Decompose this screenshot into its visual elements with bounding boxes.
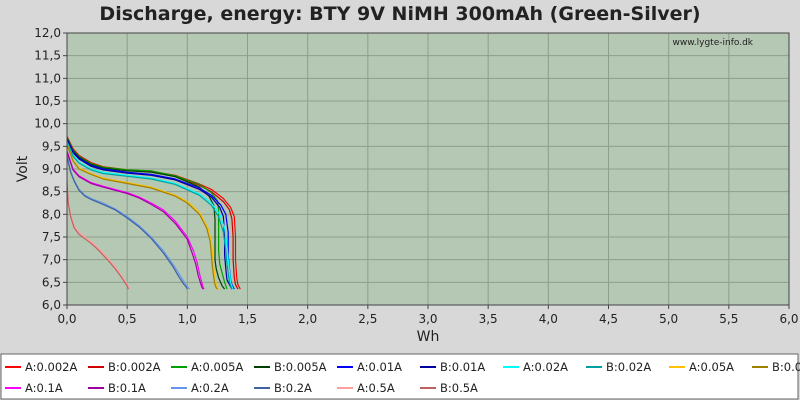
x-tick-label: 6,0 <box>779 312 798 326</box>
y-tick-label: 9,0 <box>42 162 61 176</box>
x-tick-label: 3,0 <box>418 312 437 326</box>
x-axis-label: Wh <box>417 329 440 345</box>
x-tick-label: 5,5 <box>719 312 738 326</box>
x-tick-label: 2,5 <box>358 312 377 326</box>
y-tick-label: 10,5 <box>34 94 61 108</box>
legend-label: A:0.05A <box>689 360 734 374</box>
legend-label: B:0.02A <box>606 360 651 374</box>
y-tick-label: 12,0 <box>34 26 61 40</box>
series-line <box>66 180 129 290</box>
x-tick-label: 5,0 <box>659 312 678 326</box>
y-tick-label: 7,0 <box>42 253 61 267</box>
legend <box>0 353 799 400</box>
y-tick-label: 8,0 <box>42 207 61 221</box>
legend-items: A:0.002A B:0.002A A:0.005A B:0.005A A:0.01A B… <box>5 360 800 395</box>
chart-title: Discharge, energy: BTY 9V NiMH 300mAh (G… <box>99 3 700 25</box>
series-line <box>66 136 241 290</box>
series-line <box>66 178 131 290</box>
legend-label: B:0.002A <box>108 360 161 374</box>
legend-label: A:0.005A <box>191 360 243 374</box>
series-line <box>66 137 228 290</box>
y-tick-label: 6,0 <box>42 298 61 312</box>
watermark: www.lygte-info.dk <box>673 38 754 48</box>
legend-label: A:0.002A <box>25 360 77 374</box>
legend-label: A:0.5A <box>357 381 395 395</box>
y-tick-label: 11,0 <box>34 71 61 85</box>
legend-label: B:0.1A <box>108 381 146 395</box>
series-line <box>66 137 226 290</box>
y-tick-label: 9,5 <box>42 139 61 153</box>
y-tick-label: 7,5 <box>42 230 61 244</box>
x-tick-label: 0,5 <box>118 312 137 326</box>
series-layer <box>66 136 241 290</box>
x-tick-label: 3,5 <box>479 312 498 326</box>
y-axis: 6,0 6,5 7,0 7,5 8,0 8,5 9,0 9,5 10,0 10,5 11,0 11,5… <box>34 26 67 312</box>
series-line <box>66 156 188 290</box>
legend-label: A:0.02A <box>523 360 568 374</box>
x-tick-label: 2,0 <box>298 312 317 326</box>
x-tick-label: 1,0 <box>178 312 197 326</box>
series-line <box>66 150 205 290</box>
series-line <box>66 143 220 290</box>
legend-label: A:0.1A <box>25 381 63 395</box>
legend-label: B:0.2A <box>274 381 312 395</box>
y-axis-label: Volt <box>15 155 31 182</box>
legend-label: B:0.5A <box>440 381 478 395</box>
series-line <box>66 151 204 290</box>
x-tick-label: 4,5 <box>599 312 618 326</box>
y-tick-label: 10,0 <box>34 117 61 131</box>
y-tick-label: 11,5 <box>34 49 61 63</box>
x-tick-label: 1,5 <box>238 312 257 326</box>
series-line <box>66 144 218 290</box>
y-tick-label: 6,5 <box>42 275 61 289</box>
x-axis: 0,0 0,5 1,0 1,5 2,0 2,5 3,0 3,5 4,0 4,5 5,0 5,5 6,0 <box>57 305 799 326</box>
y-tick-label: 8,5 <box>42 185 61 199</box>
series-line <box>66 141 234 290</box>
legend-label: A:0.01A <box>357 360 402 374</box>
series-line <box>66 139 233 290</box>
legend-label: B:0.05A <box>772 360 800 374</box>
legend-label: B:0.005A <box>274 360 327 374</box>
x-tick-label: 0,0 <box>57 312 76 326</box>
legend-label: B:0.01A <box>440 360 485 374</box>
series-line <box>66 142 233 290</box>
x-tick-label: 4,0 <box>539 312 558 326</box>
legend-label: A:0.2A <box>191 381 229 395</box>
